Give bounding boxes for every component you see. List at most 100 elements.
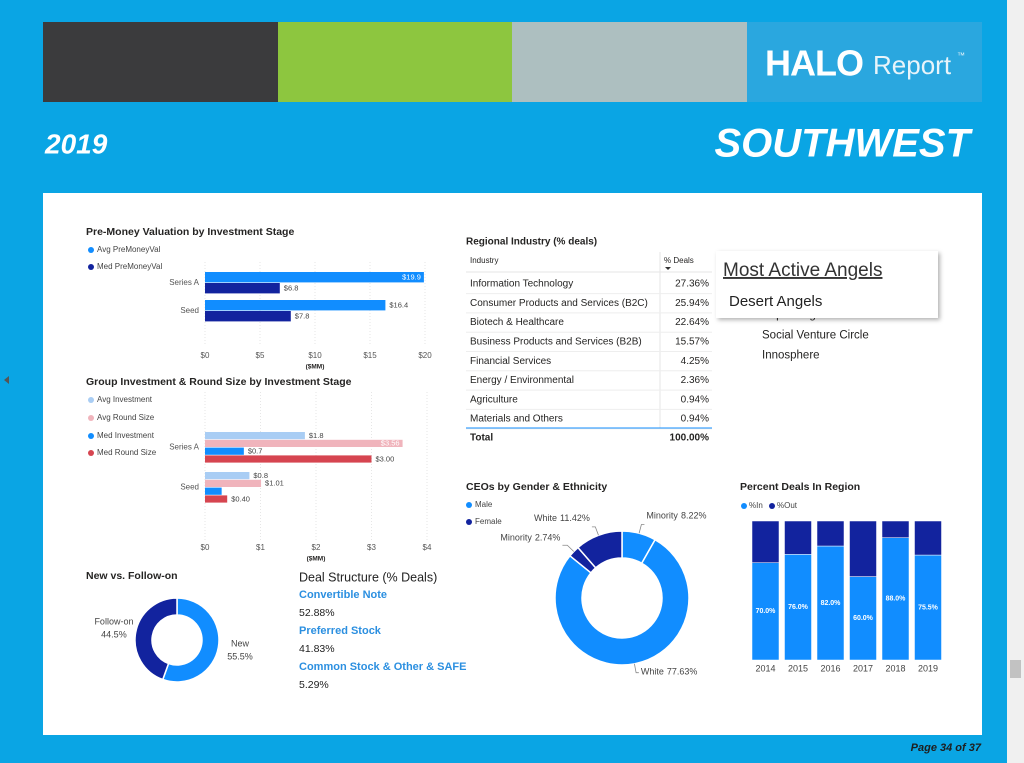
value-label: $0.7 <box>248 446 263 455</box>
x-tick-label: $1 <box>256 543 265 552</box>
legend-swatch <box>88 397 94 403</box>
legend-label: Avg Round Size <box>97 413 155 422</box>
segment-category: White <box>641 667 664 677</box>
legend-swatch <box>769 503 775 509</box>
x-tick-label: 2014 <box>755 663 775 673</box>
legend-label: Avg PreMoneyVal <box>97 245 161 254</box>
banner-block <box>278 22 512 102</box>
banner-block <box>512 22 747 102</box>
table-cell: Agriculture <box>470 394 518 405</box>
value-label: 2.74% <box>535 533 561 543</box>
bar <box>205 455 372 463</box>
segment-category: Minority <box>646 511 678 521</box>
bar <box>205 495 228 503</box>
table-cell: 4.25% <box>681 356 709 367</box>
value-label: 77.63% <box>667 667 698 677</box>
column-header: % Deals <box>664 256 694 265</box>
deal-name: Convertible Note <box>299 589 387 601</box>
scroll-thumb[interactable] <box>1010 660 1021 678</box>
deal-name: Common Stock & Other & SAFE <box>299 661 466 673</box>
value-label: 76.0% <box>788 604 809 611</box>
segment-label: New <box>231 638 250 648</box>
value-label: $1.01 <box>265 479 284 488</box>
category-label: Seed <box>180 483 199 492</box>
chart-title: Pre-Money Valuation by Investment Stage <box>86 226 294 238</box>
logo-light: Report <box>873 50 952 80</box>
logo-bold: HALO <box>765 43 863 84</box>
donut-segment <box>576 530 623 569</box>
bar <box>205 272 424 283</box>
x-tick-label: 2016 <box>820 663 840 673</box>
segment-category: White <box>534 513 557 523</box>
value-label: $0.40 <box>231 494 250 503</box>
table-cell: 0.94% <box>681 414 709 425</box>
year: 2019 <box>44 128 108 159</box>
segment-label: Minority 2.74% <box>500 533 560 543</box>
table-title: Regional Industry (% deals) <box>466 237 597 248</box>
deal-title: Deal Structure (% Deals) <box>299 570 437 584</box>
x-tick-label: $5 <box>256 351 265 360</box>
x-tick-label: $0 <box>201 351 210 360</box>
bar <box>205 487 222 495</box>
prev-arrow[interactable] <box>4 376 9 384</box>
table-cell: 2.36% <box>681 375 709 386</box>
bar-segment <box>881 520 910 538</box>
value-label: 44.5% <box>101 629 127 639</box>
value-label: 82.0% <box>821 600 842 607</box>
chart-title: Percent Deals In Region <box>740 481 860 493</box>
x-tick-label: $0 <box>201 543 210 552</box>
segment-label: Follow-on <box>94 616 133 626</box>
value-label: $3.56 <box>381 439 400 448</box>
bar-segment <box>881 537 910 661</box>
bar <box>205 447 244 455</box>
value-label: 70.0% <box>756 608 777 615</box>
value-label: $19.9 <box>402 272 421 281</box>
bar <box>205 472 250 480</box>
x-tick-label: $20 <box>418 351 432 360</box>
angel-item: Social Venture Circle <box>762 329 869 341</box>
value-label: $7.8 <box>295 311 310 320</box>
x-axis-label: ($MM) <box>307 556 326 563</box>
legend-label: Med Round Size <box>97 448 157 457</box>
table-cell: Business Products and Services (B2B) <box>470 337 642 348</box>
angel-title: Most Active Angels <box>723 260 882 281</box>
banner-block <box>43 22 278 102</box>
segment-label: Minority 8.22% <box>646 511 706 521</box>
category-label: Seed <box>180 306 199 315</box>
legend-swatch <box>466 519 472 525</box>
bar <box>205 439 403 447</box>
bar-segment <box>849 520 877 577</box>
x-tick-label: 2018 <box>885 663 905 673</box>
legend-label: Female <box>475 517 502 526</box>
segment-label: White 11.42% <box>534 513 590 523</box>
legend-swatch <box>88 415 94 421</box>
category-label: Series A <box>169 443 199 452</box>
value-label: $6.8 <box>284 283 299 292</box>
legend-label: Male <box>475 500 493 509</box>
value-label: $0.8 <box>253 471 268 480</box>
table-cell: Materials and Others <box>470 414 563 425</box>
donut-segment <box>161 597 220 683</box>
donut-segment <box>134 597 178 681</box>
legend-swatch <box>466 502 472 508</box>
bar-segment <box>784 554 812 661</box>
value-label: 55.5% <box>227 651 253 661</box>
table-cell: 27.36% <box>675 279 709 290</box>
value-label: $16.4 <box>389 300 408 309</box>
x-tick-label: $15 <box>363 351 377 360</box>
segment-category: Minority <box>500 533 532 543</box>
bar <box>205 283 280 294</box>
table-cell: Financial Services <box>470 356 551 367</box>
legend-swatch <box>88 264 94 270</box>
deal-value: 41.83% <box>299 643 335 655</box>
bar <box>205 432 305 440</box>
scrollbar[interactable] <box>1007 0 1024 763</box>
value-label: 60.0% <box>853 615 874 622</box>
legend-label: %In <box>749 501 763 510</box>
x-tick-label: $10 <box>308 351 322 360</box>
leader-line <box>634 663 639 674</box>
table-total: Total <box>470 433 493 444</box>
table-cell: Information Technology <box>470 279 573 290</box>
bar <box>205 479 262 487</box>
